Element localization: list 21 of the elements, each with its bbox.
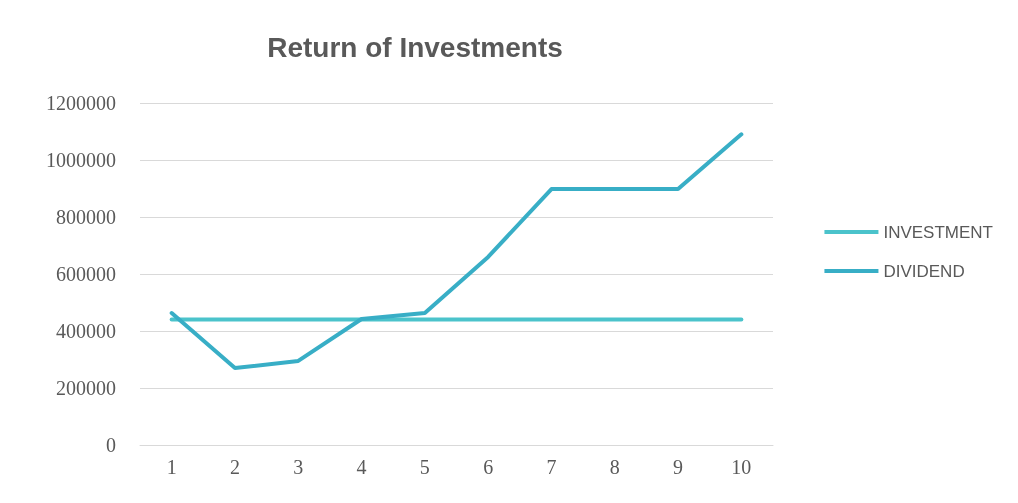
x-tick-label: 6 bbox=[483, 456, 494, 478]
y-tick-label: 400000 bbox=[56, 320, 116, 342]
line-series bbox=[169, 132, 744, 371]
y-tick-label: 0 bbox=[106, 434, 116, 456]
legend-label: INVESTMENT bbox=[883, 222, 993, 242]
x-tick-label: 4 bbox=[356, 456, 367, 478]
x-tick-label: 3 bbox=[293, 456, 304, 478]
x-tick-label: 2 bbox=[229, 456, 240, 478]
x-tick-label: 7 bbox=[546, 456, 557, 478]
legend-label: DIVIDEND bbox=[883, 261, 965, 281]
x-tick-label: 9 bbox=[673, 456, 684, 478]
y-tick-label: 1200000 bbox=[46, 92, 116, 114]
x-tick-label: 8 bbox=[609, 456, 620, 478]
x-tick-label: 1 bbox=[166, 456, 177, 478]
y-tick-label: 600000 bbox=[56, 263, 116, 285]
chart-title: Return of Investments bbox=[267, 31, 563, 63]
y-tick-label: 800000 bbox=[56, 206, 116, 228]
y-tick-label: 200000 bbox=[56, 377, 116, 399]
x-tick-label: 5 bbox=[419, 456, 430, 478]
y-tick-label: 1000000 bbox=[46, 149, 116, 171]
x-tick-label: 10 bbox=[731, 456, 752, 478]
